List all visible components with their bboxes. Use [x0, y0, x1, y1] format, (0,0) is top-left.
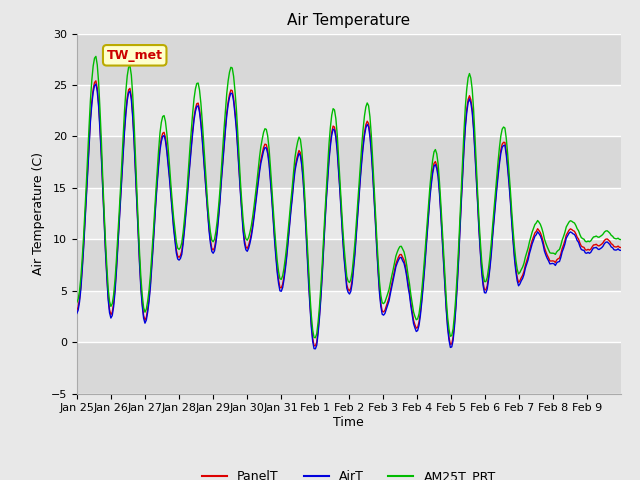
AirT	[290, 180, 298, 186]
AM25T_PRT	[418, 288, 426, 294]
AirT	[252, 203, 259, 209]
AirT	[312, 346, 319, 352]
AirT	[418, 300, 426, 305]
PanelT	[140, 312, 147, 318]
AM25T_PRT	[140, 305, 147, 311]
PanelT	[312, 343, 319, 348]
PanelT	[73, 308, 81, 313]
PanelT	[471, 146, 479, 152]
AirT	[617, 248, 625, 253]
Bar	[77, 188, 621, 240]
PanelT	[252, 200, 259, 206]
AM25T_PRT	[312, 335, 319, 341]
Line: PanelT: PanelT	[77, 81, 621, 346]
PanelT	[418, 296, 426, 302]
Line: AirT: AirT	[77, 84, 621, 349]
AM25T_PRT	[290, 169, 298, 175]
AM25T_PRT	[617, 237, 625, 242]
AM25T_PRT	[252, 192, 259, 198]
Bar	[77, 342, 621, 394]
Bar	[77, 291, 621, 342]
Bar	[77, 136, 621, 188]
AirT	[73, 311, 81, 316]
AM25T_PRT	[73, 300, 81, 305]
AirT	[468, 109, 476, 115]
AM25T_PRT	[92, 53, 100, 59]
PanelT	[290, 178, 298, 183]
Bar	[77, 34, 621, 85]
AirT	[140, 315, 147, 321]
AirT	[471, 150, 479, 156]
Line: AM25T_PRT: AM25T_PRT	[77, 56, 621, 338]
PanelT	[92, 78, 100, 84]
Legend: PanelT, AirT, AM25T_PRT: PanelT, AirT, AM25T_PRT	[197, 465, 500, 480]
Text: TW_met: TW_met	[107, 49, 163, 62]
AM25T_PRT	[471, 132, 479, 138]
AM25T_PRT	[468, 86, 476, 92]
AirT	[92, 81, 100, 87]
PanelT	[617, 245, 625, 251]
X-axis label: Time: Time	[333, 416, 364, 429]
Bar	[77, 240, 621, 291]
Bar	[77, 85, 621, 136]
Y-axis label: Air Temperature (C): Air Temperature (C)	[32, 152, 45, 275]
PanelT	[468, 106, 476, 112]
Title: Air Temperature: Air Temperature	[287, 13, 410, 28]
